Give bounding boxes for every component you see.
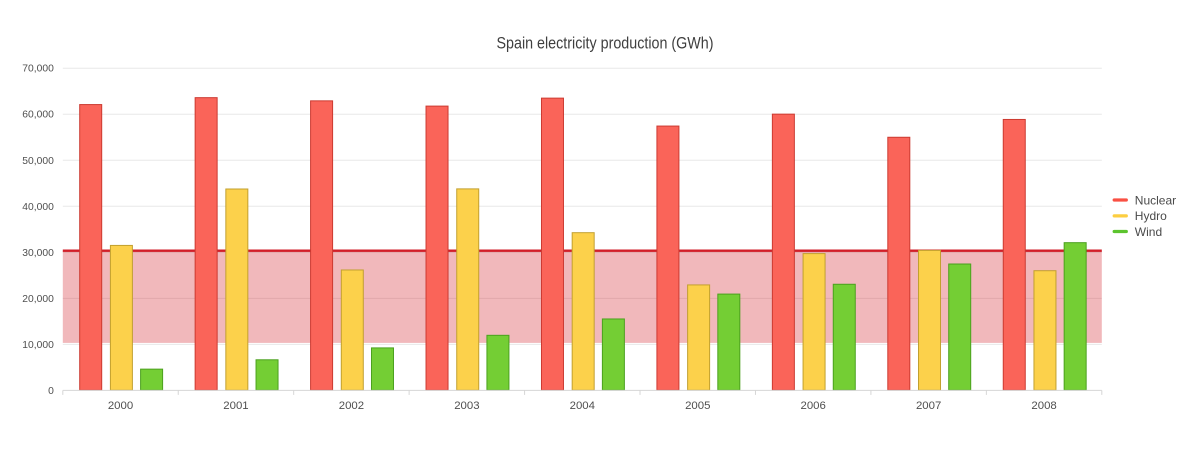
svg-text:50,000: 50,000	[22, 156, 54, 167]
svg-text:30,000: 30,000	[22, 248, 54, 259]
svg-text:20,000: 20,000	[22, 294, 54, 305]
svg-text:Hydro: Hydro	[1135, 209, 1167, 223]
svg-text:2006: 2006	[801, 400, 826, 412]
svg-text:2003: 2003	[454, 400, 479, 412]
svg-text:0: 0	[48, 386, 54, 397]
svg-text:2004: 2004	[570, 400, 595, 412]
svg-text:2000: 2000	[108, 400, 133, 412]
svg-text:2007: 2007	[916, 400, 941, 412]
svg-text:2008: 2008	[1031, 400, 1056, 412]
svg-text:2005: 2005	[685, 400, 710, 412]
svg-text:Spain electricity production (: Spain electricity production (GWh)	[497, 33, 714, 52]
svg-text:40,000: 40,000	[22, 202, 54, 213]
svg-text:Wind: Wind	[1135, 225, 1162, 239]
svg-text:2002: 2002	[339, 400, 364, 412]
svg-text:Nuclear: Nuclear	[1135, 193, 1176, 207]
svg-text:2001: 2001	[223, 400, 248, 412]
svg-text:60,000: 60,000	[22, 110, 54, 121]
svg-text:10,000: 10,000	[22, 340, 54, 351]
svg-text:70,000: 70,000	[22, 64, 54, 75]
